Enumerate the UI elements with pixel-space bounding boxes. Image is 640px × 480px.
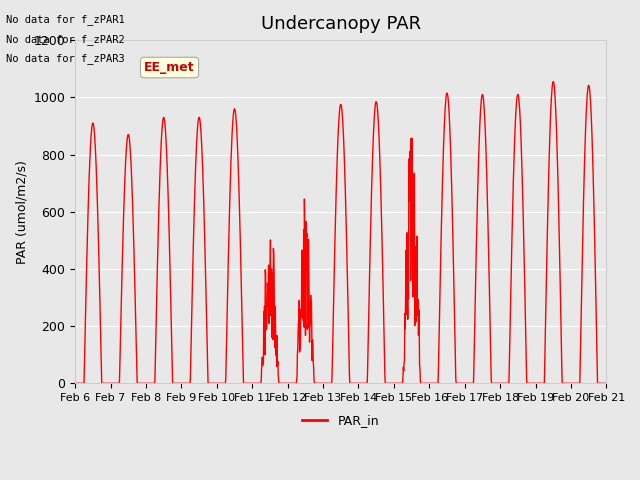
Text: EE_met: EE_met — [144, 61, 195, 74]
Title: Undercanopy PAR: Undercanopy PAR — [260, 15, 421, 33]
Text: No data for f_zPAR2: No data for f_zPAR2 — [6, 34, 125, 45]
Y-axis label: PAR (umol/m2/s): PAR (umol/m2/s) — [15, 160, 28, 264]
Legend: PAR_in: PAR_in — [298, 409, 384, 432]
Text: No data for f_zPAR1: No data for f_zPAR1 — [6, 14, 125, 25]
Text: No data for f_zPAR3: No data for f_zPAR3 — [6, 53, 125, 64]
